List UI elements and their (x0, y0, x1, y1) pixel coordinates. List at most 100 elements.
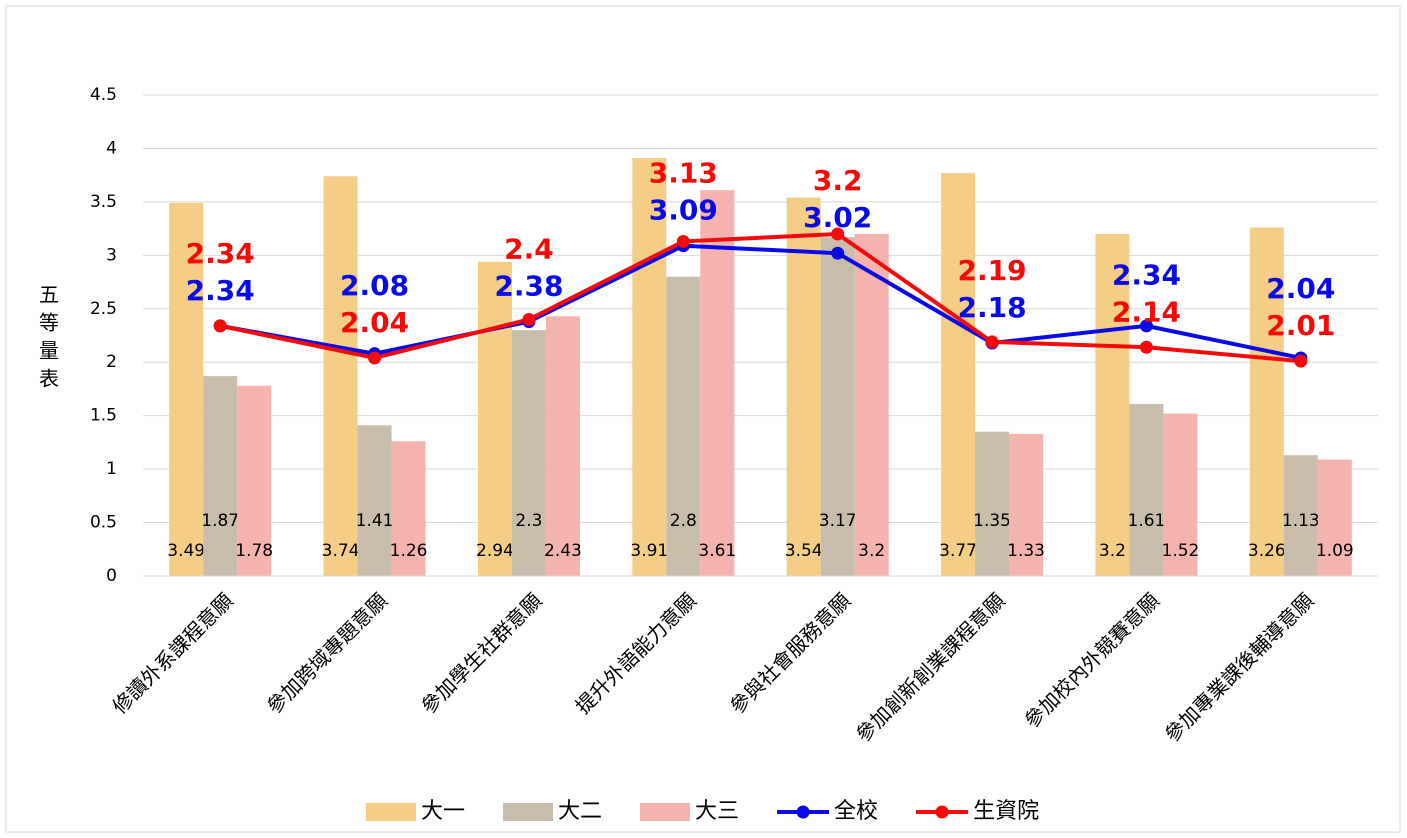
bar-value-label: 3.74 (322, 541, 360, 561)
legend-swatch (640, 803, 691, 821)
legend-swatch (503, 803, 554, 821)
bar-value-label: 3.77 (939, 541, 977, 561)
bar (323, 176, 358, 577)
legend-marker (935, 805, 949, 819)
line-point (831, 246, 845, 260)
bar-value-label: 3.91 (630, 541, 668, 561)
y-tick-label: 4.5 (90, 85, 117, 105)
bar (854, 233, 889, 576)
bar-value-label: 2.3 (515, 511, 542, 531)
bar-value-label: 3.49 (167, 541, 205, 561)
legend-marker (796, 805, 810, 819)
bar-value-label: 1.78 (235, 541, 273, 561)
bar-value-label: 1.61 (1128, 511, 1166, 531)
line-point (1139, 319, 1153, 333)
legend-label: 大二 (558, 799, 602, 824)
legend-label: 全校 (834, 799, 878, 824)
line-point (985, 335, 999, 349)
y-tick-label: 0 (106, 566, 117, 586)
legend-item: 生資院 (916, 799, 1039, 824)
line-value-label: 3.2 (813, 164, 863, 197)
legend-item: 大三 (640, 799, 739, 824)
legend-label: 大三 (695, 799, 739, 824)
line-point (1139, 340, 1153, 354)
line-value-label: 2.01 (1266, 309, 1335, 342)
bar (632, 158, 667, 576)
line-point (831, 227, 845, 241)
bar-value-label: 3.17 (819, 511, 857, 531)
y-tick-label: 4 (106, 138, 117, 158)
y-tick-label: 1.5 (90, 406, 117, 426)
bar-value-label: 2.8 (670, 511, 697, 531)
bar (1163, 413, 1198, 576)
bar (391, 441, 426, 576)
bar (511, 330, 546, 576)
y-tick-label: 2.5 (90, 299, 117, 319)
line-value-label: 2.08 (340, 269, 409, 302)
bar-value-label: 3.61 (698, 541, 736, 561)
y-tick-label: 0.5 (90, 513, 117, 533)
line-value-label: 2.14 (1112, 295, 1181, 328)
bar (357, 425, 392, 576)
line-point (522, 312, 536, 326)
bar-value-label: 1.35 (973, 511, 1011, 531)
bar (1009, 433, 1044, 576)
bar (203, 376, 238, 576)
line-value-label: 2.04 (340, 306, 409, 339)
line-value-label: 2.34 (1112, 258, 1181, 291)
bar (700, 190, 735, 576)
bar (477, 261, 512, 576)
line-value-label: 3.13 (649, 157, 718, 190)
bar (1249, 227, 1284, 576)
line-value-label: 2.04 (1266, 272, 1335, 305)
bar-value-label: 3.26 (1248, 541, 1286, 561)
line-series (219, 243, 1302, 360)
line-value-label: 2.18 (958, 291, 1027, 324)
line-value-label: 2.34 (186, 237, 255, 270)
bar (1283, 455, 1318, 576)
bar (1129, 403, 1164, 576)
line-series (219, 231, 1301, 364)
bar (786, 197, 821, 576)
bar-value-label: 1.87 (201, 511, 239, 531)
bar (545, 316, 580, 576)
bar-value-label: 1.52 (1162, 541, 1200, 561)
bar (237, 385, 272, 576)
line-value-label: 2.34 (186, 274, 255, 307)
legend-item: 大一 (366, 799, 465, 824)
bar-value-label: 1.13 (1282, 511, 1320, 531)
bar-value-label: 1.33 (1007, 541, 1045, 561)
bar-value-label: 1.41 (356, 511, 394, 531)
legend-label: 大一 (421, 799, 465, 824)
bar (941, 173, 976, 577)
legend-label: 生資院 (973, 799, 1039, 824)
bar (820, 237, 855, 576)
bar-value-label: 1.26 (390, 541, 428, 561)
y-tick-label: 3 (106, 245, 117, 265)
legend-item: 全校 (777, 799, 878, 824)
bar-value-label: 3.2 (858, 541, 885, 561)
bar (169, 202, 204, 577)
y-tick-label: 3.5 (90, 192, 117, 212)
bar-value-label: 2.94 (476, 541, 514, 561)
line-point (1294, 354, 1308, 368)
bar-value-label: 1.09 (1316, 541, 1354, 561)
y-axis-label: 五等量表 (36, 284, 60, 396)
line-value-label: 3.02 (803, 201, 872, 234)
y-tick-label: 2 (106, 352, 117, 372)
line-value-label: 2.38 (494, 270, 563, 303)
line-point (368, 351, 382, 365)
bar-value-label: 3.54 (785, 541, 823, 561)
bar (1317, 459, 1352, 576)
bar (975, 431, 1010, 576)
line-point (676, 234, 690, 248)
line-value-label: 3.09 (649, 194, 718, 227)
bar (1095, 233, 1130, 576)
legend-item: 大二 (503, 799, 602, 824)
line-point (213, 319, 227, 333)
line-value-label: 2.4 (504, 233, 554, 266)
legend-swatch (366, 803, 416, 821)
bar-value-label: 2.43 (544, 541, 582, 561)
bar (666, 276, 701, 576)
